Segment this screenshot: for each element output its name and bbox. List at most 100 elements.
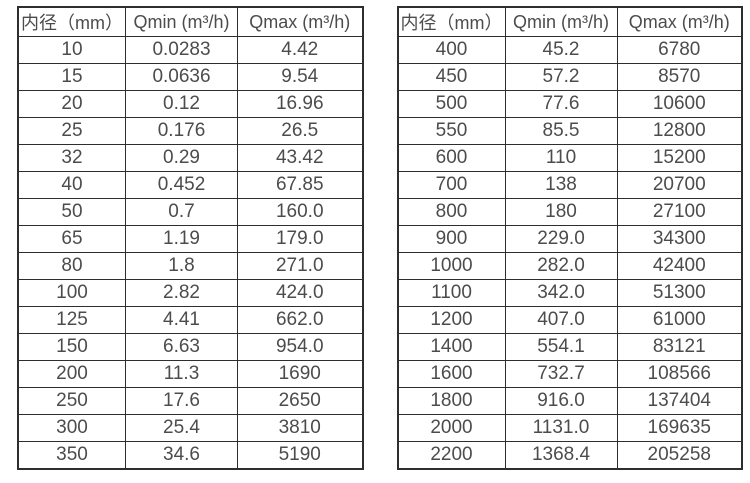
table-row: 1000 282.0 42400	[397, 252, 743, 280]
table-cell: 1368.4	[504, 441, 618, 470]
table-cell: 407.0	[504, 306, 618, 334]
table-cell: 125	[17, 306, 126, 334]
table-cell: 17.6	[125, 387, 238, 415]
table-body: 10 0.0283 4.42 15 0.0636 9.54 20 0.12 16.96 25 0.1…	[17, 36, 363, 470]
table-cell: 137404	[616, 387, 743, 415]
table-cell: 550	[397, 117, 506, 145]
table-row: 25 0.176 26.5	[17, 117, 363, 145]
table-cell: 6780	[616, 36, 743, 64]
flow-table-small-diameters: 内径（mm） Qmin (m³/h) Qmax (m³/h) 10 0.0283 4.4…	[17, 6, 364, 470]
flow-table-large-diameters: 内径（mm） Qmin (m³/h) Qmax (m³/h) 400 45.2 6780…	[396, 6, 743, 470]
column-header: Qmin (m³/h)	[125, 6, 238, 37]
table-row: 10 0.0283 4.42	[17, 36, 363, 64]
table-cell: 8570	[616, 63, 743, 91]
table-cell: 0.0636	[125, 63, 238, 91]
table-row: 80 1.8 271.0	[17, 252, 363, 280]
table-row: 550 85.5 12800	[397, 117, 743, 145]
table-cell: 2200	[397, 441, 506, 470]
table-cell: 110	[504, 144, 618, 172]
table-cell: 57.2	[504, 63, 618, 91]
table-cell: 342.0	[504, 279, 618, 307]
table-row: 350 34.6 5190	[17, 441, 363, 470]
table-cell: 65	[17, 225, 126, 253]
table-cell: 85.5	[504, 117, 618, 145]
table-cell: 10600	[616, 90, 743, 118]
table-cell: 424.0	[237, 279, 363, 307]
column-header: Qmin (m³/h)	[504, 6, 618, 37]
table-row: 65 1.19 179.0	[17, 225, 363, 253]
table-row: 32 0.29 43.42	[17, 144, 363, 172]
table-row: 1800 916.0 137404	[397, 387, 743, 415]
column-header: 内径（mm）	[397, 6, 506, 37]
table-row: 700 138 20700	[397, 171, 743, 199]
table-cell: 4.42	[237, 36, 363, 64]
table-cell: 40	[17, 171, 126, 199]
table-cell: 77.6	[504, 90, 618, 118]
table-row: 20 0.12 16.96	[17, 90, 363, 118]
table-cell: 34.6	[125, 441, 238, 470]
tables-wrapper: 内径（mm） Qmin (m³/h) Qmax (m³/h) 10 0.0283 4.4…	[17, 6, 743, 470]
table-cell: 954.0	[237, 333, 363, 361]
table-cell: 15200	[616, 144, 743, 172]
table-cell: 83121	[616, 333, 743, 361]
table-cell: 1400	[397, 333, 506, 361]
table-cell: 2650	[237, 387, 363, 415]
table-cell: 6.63	[125, 333, 238, 361]
table-row: 40 0.452 67.85	[17, 171, 363, 199]
table-cell: 450	[397, 63, 506, 91]
table-row: 900 229.0 34300	[397, 225, 743, 253]
table-cell: 1690	[237, 360, 363, 388]
table-cell: 169635	[616, 414, 743, 442]
table-cell: 662.0	[237, 306, 363, 334]
table-cell: 700	[397, 171, 506, 199]
table-cell: 300	[17, 414, 126, 442]
table-cell: 12800	[616, 117, 743, 145]
table-cell: 900	[397, 225, 506, 253]
table-row: 400 45.2 6780	[397, 36, 743, 64]
table-cell: 150	[17, 333, 126, 361]
table-cell: 2.82	[125, 279, 238, 307]
column-header: 内径（mm）	[17, 6, 126, 37]
table-cell: 271.0	[237, 252, 363, 280]
table-cell: 26.5	[237, 117, 363, 145]
table-cell: 205258	[616, 441, 743, 470]
table-row: 500 77.6 10600	[397, 90, 743, 118]
table-row: 450 57.2 8570	[397, 63, 743, 91]
table-cell: 108566	[616, 360, 743, 388]
table-cell: 16.96	[237, 90, 363, 118]
table-cell: 5190	[237, 441, 363, 470]
table-cell: 1131.0	[504, 414, 618, 442]
column-header: Qmax (m³/h)	[616, 6, 743, 37]
table-cell: 67.85	[237, 171, 363, 199]
table-cell: 600	[397, 144, 506, 172]
table-cell: 50	[17, 198, 126, 226]
table-cell: 4.41	[125, 306, 238, 334]
table-cell: 0.0283	[125, 36, 238, 64]
table-row: 100 2.82 424.0	[17, 279, 363, 307]
table-cell: 45.2	[504, 36, 618, 64]
table-cell: 250	[17, 387, 126, 415]
table-cell: 51300	[616, 279, 743, 307]
table-cell: 554.1	[504, 333, 618, 361]
table-cell: 3810	[237, 414, 363, 442]
table-cell: 350	[17, 441, 126, 470]
table-row: 1600 732.7 108566	[397, 360, 743, 388]
table-row: 1200 407.0 61000	[397, 306, 743, 334]
header-row: 内径（mm） Qmin (m³/h) Qmax (m³/h)	[17, 6, 363, 37]
table-row: 150 6.63 954.0	[17, 333, 363, 361]
table-row: 250 17.6 2650	[17, 387, 363, 415]
table-cell: 1.8	[125, 252, 238, 280]
table-row: 300 25.4 3810	[17, 414, 363, 442]
table-row: 2000 1131.0 169635	[397, 414, 743, 442]
table-row: 15 0.0636 9.54	[17, 63, 363, 91]
table-cell: 34300	[616, 225, 743, 253]
table-cell: 282.0	[504, 252, 618, 280]
table-cell: 100	[17, 279, 126, 307]
table-row: 200 11.3 1690	[17, 360, 363, 388]
table-row: 600 110 15200	[397, 144, 743, 172]
table-row: 800 180 27100	[397, 198, 743, 226]
table-row: 1100 342.0 51300	[397, 279, 743, 307]
table-cell: 1600	[397, 360, 506, 388]
table-cell: 1100	[397, 279, 506, 307]
table-cell: 179.0	[237, 225, 363, 253]
